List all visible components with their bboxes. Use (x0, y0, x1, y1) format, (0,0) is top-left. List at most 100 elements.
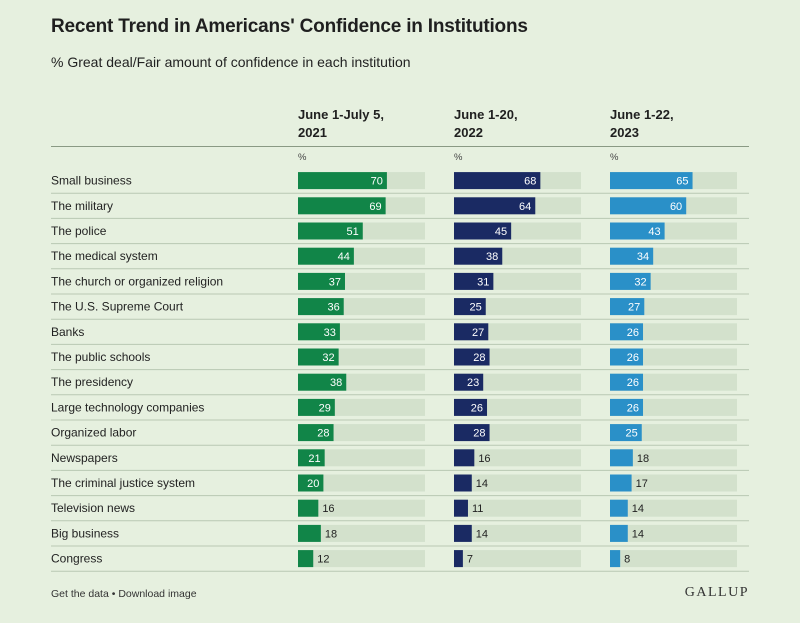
bar-track (298, 550, 425, 568)
bar (454, 398, 488, 416)
series-header-2022-line1: June 1-20, (454, 107, 518, 122)
download-image-link[interactable]: Download image (118, 588, 197, 600)
data-label: 12 (317, 554, 329, 566)
bar (454, 247, 503, 265)
bar (298, 398, 335, 416)
bar (454, 499, 468, 517)
bar (454, 172, 541, 190)
bar (454, 348, 490, 366)
data-label: 60 (670, 201, 682, 213)
bar-track (454, 373, 581, 391)
bar (454, 373, 484, 391)
data-label: 14 (476, 528, 488, 540)
data-label: 51 (347, 226, 359, 238)
data-label: 25 (470, 302, 482, 314)
bar (298, 247, 354, 265)
data-label: 21 (308, 453, 320, 465)
bar (610, 524, 628, 542)
bar (454, 197, 536, 215)
bar-track (454, 449, 581, 467)
series-header-2021: June 1-July 5, 2021 (298, 106, 438, 142)
data-label: 28 (473, 428, 485, 440)
data-label: 38 (330, 377, 342, 389)
bar (454, 550, 463, 568)
bar-track (610, 449, 737, 467)
data-label: 26 (471, 402, 483, 414)
bar (610, 499, 628, 517)
bar (610, 247, 654, 265)
data-label: 70 (371, 176, 383, 188)
data-label: 28 (473, 352, 485, 364)
bar (298, 499, 319, 517)
data-label: 27 (628, 302, 640, 314)
bar-track (298, 499, 425, 517)
data-label: 68 (524, 176, 536, 188)
category-label: The medical system (51, 249, 158, 263)
data-label: 16 (322, 503, 334, 515)
data-label: 14 (632, 528, 644, 540)
category-label: The public schools (51, 350, 150, 364)
category-label: Newspapers (51, 451, 118, 465)
data-label: 34 (637, 251, 649, 263)
data-label: 17 (636, 478, 648, 490)
bar (454, 323, 489, 341)
category-label: The church or organized religion (51, 274, 223, 288)
category-label: Large technology companies (51, 400, 204, 414)
bar (298, 172, 387, 190)
bar (610, 172, 693, 190)
bar (298, 373, 347, 391)
data-label: 44 (338, 251, 350, 263)
data-label: 33 (324, 327, 336, 339)
bar (454, 298, 486, 316)
bar (298, 449, 325, 467)
category-label: Banks (51, 325, 84, 339)
bar (610, 272, 651, 290)
data-label: 45 (495, 226, 507, 238)
category-label: Organized labor (51, 426, 136, 440)
get-data-link[interactable]: Get the data (51, 588, 109, 600)
category-label: The military (51, 199, 113, 213)
data-label: 64 (519, 201, 531, 213)
bar (298, 424, 334, 442)
data-label: 7 (467, 554, 473, 566)
bar (610, 550, 621, 568)
bar (454, 424, 490, 442)
bar (298, 298, 344, 316)
category-label: Small business (51, 174, 132, 188)
bar (454, 474, 472, 492)
bar-track (454, 474, 581, 492)
bar (298, 222, 363, 240)
data-label: 26 (627, 402, 639, 414)
bar (298, 524, 321, 542)
header-divider (51, 146, 749, 147)
category-label: Congress (51, 552, 102, 566)
data-label: 36 (327, 302, 339, 314)
series-header-2023-line2: 2023 (610, 125, 639, 140)
bar (298, 197, 386, 215)
footer-separator: • (111, 588, 116, 600)
gallup-logo: GALLUP (684, 585, 749, 600)
chart-title: Recent Trend in Americans' Confidence in… (51, 16, 528, 37)
data-label: 43 (648, 226, 660, 238)
data-label: 25 (626, 428, 638, 440)
bar-track (454, 524, 581, 542)
series-header-2023-line1: June 1-22, (610, 107, 674, 122)
data-label: 31 (477, 276, 489, 288)
data-label: 8 (624, 554, 630, 566)
series-header-2023: June 1-22, 2023 (610, 106, 750, 142)
bar (298, 272, 345, 290)
bar (298, 474, 324, 492)
bar-track (298, 449, 425, 467)
data-label: 32 (634, 276, 646, 288)
category-label: The presidency (51, 375, 133, 389)
bar-track (454, 499, 581, 517)
bar (610, 424, 642, 442)
category-label: The U.S. Supreme Court (51, 300, 184, 314)
bar-track (298, 524, 425, 542)
data-label: 20 (307, 478, 319, 490)
data-label: 27 (472, 327, 484, 339)
bar (298, 348, 339, 366)
bar (454, 272, 494, 290)
series-header-2021-line2: 2021 (298, 125, 327, 140)
